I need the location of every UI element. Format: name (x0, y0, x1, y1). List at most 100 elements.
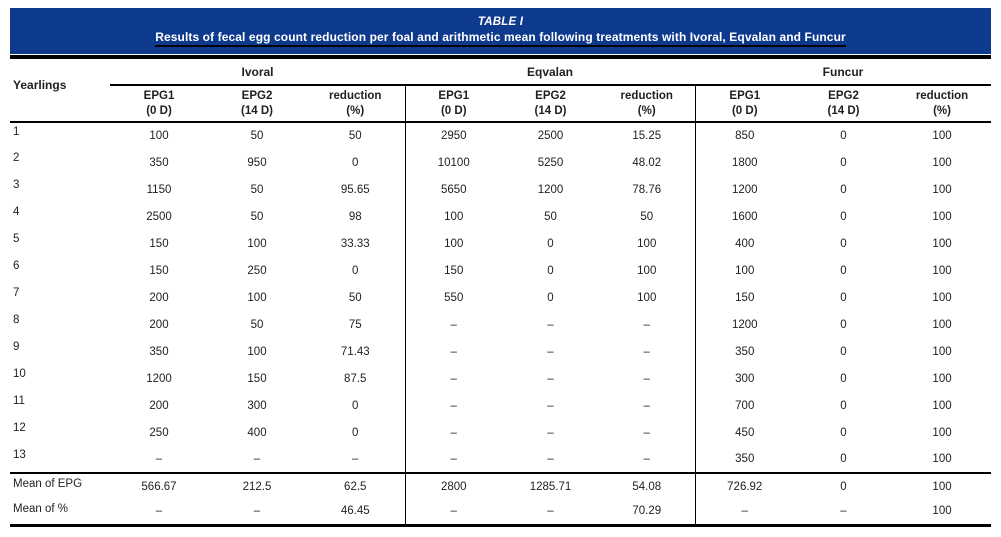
cell-value: 48.02 (632, 156, 662, 169)
cell-value: 150 (694, 284, 794, 311)
cell-value: 0 (352, 264, 359, 277)
cell-value: 100 (637, 264, 657, 277)
cell-value: 87.5 (344, 372, 367, 385)
table-row: 13 – – – – – – 350 0 100 (10, 446, 991, 473)
cell-value: 350 (149, 156, 169, 169)
row-label: 4 (13, 206, 20, 218)
cell-value: 350 (694, 338, 794, 365)
summary-row: Mean of % – – 46.45 – – 70.29 – – 100 (10, 499, 991, 525)
cell-value: 250 (149, 426, 169, 439)
cell-value: 0 (840, 426, 847, 439)
table-row: 8 200 50 75 – – – 1200 0 100 (10, 311, 991, 338)
cell-value: 1600 (694, 203, 794, 230)
cell-value: 0 (840, 264, 847, 277)
cell-value: – (404, 419, 502, 446)
table-row: 6 150 250 0 150 0 100 100 0 100 (10, 257, 991, 284)
cell-value: 0 (352, 156, 359, 169)
cell-value: 0 (840, 372, 847, 385)
cell-value: 0 (840, 399, 847, 412)
cell-value: 100 (932, 372, 952, 385)
cell-value: 0 (840, 453, 847, 465)
cell-value: 50 (250, 183, 264, 196)
row-label: 13 (13, 449, 26, 461)
cell-value: 50 (544, 210, 557, 223)
summary-row-label: Mean of % (13, 503, 68, 515)
cell-value: 200 (149, 291, 169, 304)
cell-value: 2500 (146, 210, 172, 223)
column-header-yearlings: Yearlings (10, 57, 110, 123)
cell-value: 100 (932, 291, 952, 304)
cell-value: – (643, 345, 650, 358)
row-label: 3 (13, 179, 20, 191)
cell-value: – (643, 318, 650, 331)
cell-value: – (404, 311, 502, 338)
column-header-epg1: EPG1 (0 D) (404, 85, 502, 123)
row-label: 5 (13, 233, 20, 245)
table-row: 9 350 100 71.43 – – – 350 0 100 (10, 338, 991, 365)
table-title-banner: TABLE I Results of fecal egg count reduc… (10, 8, 991, 54)
cell-value: 450 (694, 419, 794, 446)
column-header-epg1: EPG1 (0 D) (110, 85, 208, 123)
cell-value: – (643, 426, 650, 439)
cell-value: 150 (404, 257, 502, 284)
subheader-line2: (14 D) (534, 104, 567, 117)
cell-value: – (547, 453, 554, 465)
cell-value: 150 (247, 372, 267, 385)
cell-value: 100 (932, 237, 952, 250)
cell-value: 2950 (404, 122, 502, 149)
cell-value: 95.65 (340, 183, 370, 196)
cell-value: 50 (348, 130, 362, 142)
cell-value: 50 (250, 318, 264, 331)
cell-value: – (643, 399, 650, 412)
cell-value: 566.67 (110, 472, 208, 499)
group-header-row: Yearlings Ivoral Eqvalan Funcur (10, 57, 992, 123)
table-row: 5 150 100 33.33 100 0 100 400 0 100 (10, 230, 991, 257)
row-label: 12 (13, 422, 26, 434)
cell-value: 950 (247, 156, 267, 169)
cell-value: 0 (840, 130, 847, 142)
cell-value: – (253, 453, 261, 465)
summary-row-label: Mean of EPG (10, 472, 110, 499)
cell-value: – (840, 505, 847, 518)
row-label: 10 (13, 368, 26, 380)
summary-row: Mean of EPG 566.67 212.5 62.5 2800 1285.71 54.… (10, 472, 992, 499)
row-label: 11 (13, 395, 25, 407)
cell-value: 10100 (404, 149, 502, 176)
cell-value: 100 (149, 130, 169, 142)
cell-value: 100 (932, 345, 952, 358)
cell-value: 1285.71 (502, 472, 599, 499)
cell-value: 100 (932, 505, 952, 518)
cell-value: 0 (840, 345, 847, 358)
cell-value: 100 (932, 210, 952, 223)
cell-value: 0 (547, 264, 554, 277)
cell-value: – (253, 505, 261, 518)
sub-header-row: EPG1 (0 D) EPG2 (14 D) reduction (%) EPG… (10, 85, 992, 123)
cell-value: 100 (404, 203, 502, 230)
cell-value: 400 (247, 426, 267, 439)
row-label: 6 (13, 260, 20, 272)
column-header-reduction: reduction (%) (893, 85, 992, 123)
cell-value: – (547, 318, 554, 331)
cell-value: 50 (348, 291, 362, 304)
cell-value: – (547, 426, 554, 439)
results-table: Yearlings Ivoral Eqvalan Funcur EPG1 (0 … (10, 55, 992, 527)
subheader-line1: reduction (620, 89, 673, 102)
cell-value: 54.08 (599, 472, 695, 499)
cell-value: – (404, 392, 502, 419)
cell-value: 212.5 (208, 472, 306, 499)
subheader-line2: (14 D) (827, 104, 860, 117)
cell-value: 250 (247, 264, 267, 277)
cell-value: 50 (640, 210, 654, 223)
column-header-epg2: EPG2 (14 D) (208, 85, 306, 123)
cell-value: 100 (932, 264, 952, 277)
cell-value: 550 (404, 284, 502, 311)
cell-value: 0 (840, 210, 847, 223)
cell-value: 350 (694, 446, 794, 473)
table-row: 11 200 300 0 – – – 700 0 100 (10, 392, 991, 419)
cell-value: – (643, 372, 650, 385)
cell-value: 62.5 (306, 472, 405, 499)
cell-value: 5250 (537, 156, 564, 169)
table-row: 12 250 400 0 – – – 450 0 100 (10, 419, 991, 446)
group-header-eqvalan: Eqvalan (405, 57, 695, 86)
subheader-line1: EPG2 (535, 89, 566, 102)
